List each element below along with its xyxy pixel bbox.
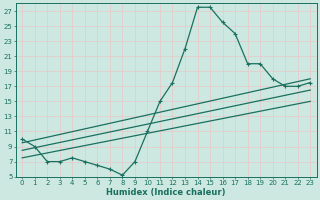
X-axis label: Humidex (Indice chaleur): Humidex (Indice chaleur): [107, 188, 226, 197]
